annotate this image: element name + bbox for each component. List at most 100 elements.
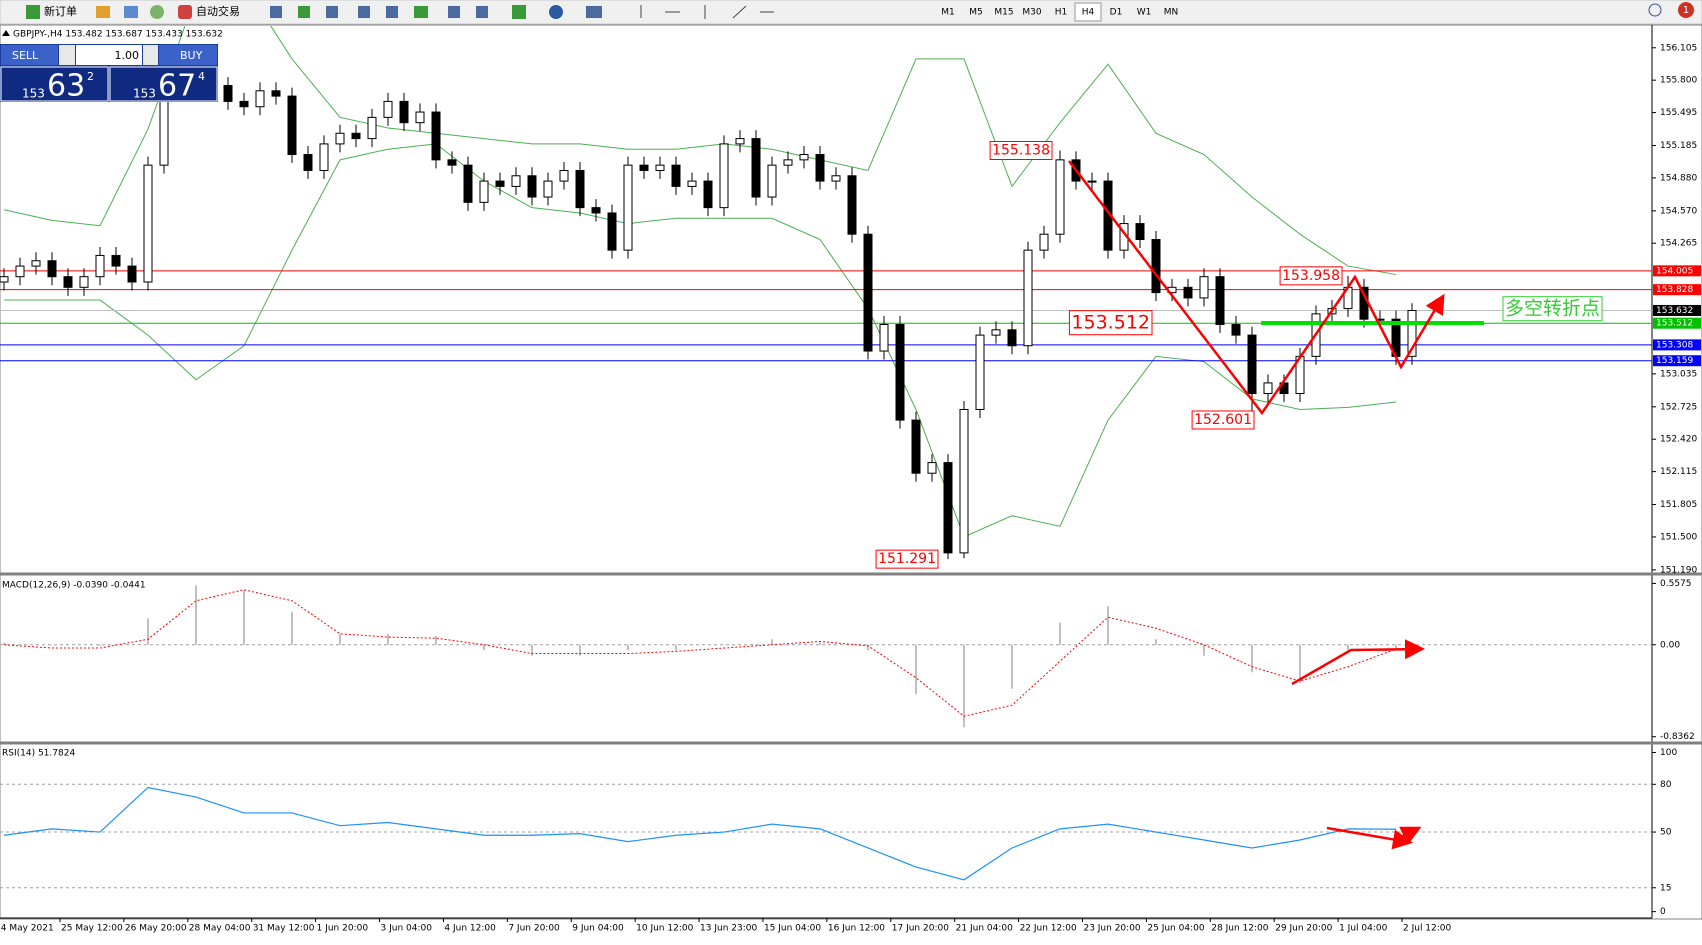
- sell-label[interactable]: SELL: [12, 49, 39, 62]
- candle-body: [1151, 239, 1161, 294]
- candle-body: [1007, 329, 1017, 347]
- candle-body: [431, 111, 441, 161]
- lots-stepper[interactable]: [143, 45, 158, 65]
- macd-bar: [3, 642, 5, 645]
- candle-body: [991, 329, 1001, 336]
- candle-body: [239, 100, 249, 108]
- timeframe[interactable]: M1: [941, 8, 955, 18]
- icon[interactable]: [549, 5, 563, 19]
- lots-value[interactable]: 1.00: [115, 49, 140, 62]
- candle-body: [271, 90, 281, 97]
- y-tick-label: 155.495: [1660, 108, 1697, 118]
- tools[interactable]: [640, 5, 774, 19]
- y-tick-label: 154.880: [1660, 173, 1697, 183]
- ask-box[interactable]: [109, 66, 218, 102]
- buy-button[interactable]: [159, 45, 217, 65]
- candle-body: [703, 180, 713, 209]
- price-annotation: 155.138: [992, 142, 1050, 158]
- timeframe[interactable]: H4: [1082, 8, 1095, 18]
- candle-body: [15, 265, 25, 278]
- timeframe[interactable]: W1: [1137, 8, 1152, 18]
- macd-bar: [531, 644, 533, 656]
- macd-bar: [99, 644, 101, 646]
- x-tick-label: 24 May 2021: [0, 924, 54, 934]
- x-tick-label: 1 Jun 20:00: [317, 924, 369, 934]
- y-tick-label: 50: [1660, 828, 1672, 838]
- notifications[interactable]: [1678, 2, 1694, 18]
- candle-body: [95, 254, 105, 278]
- level-label: 153.828: [1656, 285, 1693, 295]
- macd-bar: [627, 644, 629, 651]
- candle-body: [495, 180, 505, 187]
- candle-body: [1039, 233, 1049, 251]
- candle-body: [223, 84, 233, 102]
- lots-input[interactable]: [76, 45, 142, 65]
- y-tick-label: 151.500: [1660, 532, 1697, 542]
- macd-bar: [147, 618, 149, 645]
- icon[interactable]: [326, 6, 338, 18]
- macd-bar: [1155, 639, 1157, 645]
- icon[interactable]: [386, 6, 398, 18]
- candle-body: [415, 111, 425, 124]
- lots-dropdown[interactable]: [59, 45, 75, 65]
- candle-body: [543, 180, 553, 198]
- x-tick-label: 2 Jul 12:00: [1403, 924, 1452, 934]
- candle-body: [63, 276, 73, 288]
- auto-trading[interactable]: 自动交易: [196, 4, 240, 18]
- analysis-drawings: [1068, 160, 1484, 850]
- macd-arrow: [1291, 639, 1425, 686]
- timeframe[interactable]: MN: [1164, 8, 1179, 18]
- macd-bar: [1203, 644, 1205, 656]
- candle-body: [367, 116, 377, 140]
- macd-bar: [291, 611, 293, 645]
- candle-body: [1407, 309, 1417, 357]
- x-tick-label: 7 Jun 20:00: [508, 924, 560, 934]
- y-tick-label: 156.105: [1660, 43, 1697, 53]
- x-tick-label: 23 Jun 20:00: [1083, 924, 1140, 934]
- candle-body: [879, 323, 889, 352]
- macd-bar: [243, 589, 245, 645]
- candle-body: [831, 175, 841, 182]
- icon[interactable]: [270, 6, 282, 18]
- candle-body: [79, 276, 89, 288]
- annotation-box: [875, 549, 939, 569]
- x-tick-label: 9 Jun 04:00: [572, 924, 624, 934]
- timeframe[interactable]: D1: [1110, 8, 1123, 18]
- sell-button[interactable]: [1, 45, 58, 65]
- buy-label[interactable]: BUY: [180, 49, 203, 62]
- icon[interactable]: [586, 6, 602, 18]
- timeframe[interactable]: H1: [1055, 8, 1068, 18]
- x-tick-label: 4 Jun 12:00: [444, 924, 496, 934]
- collapse-icon[interactable]: [2, 30, 10, 36]
- icon[interactable]: [476, 6, 488, 18]
- y-tick-label: 151.805: [1660, 500, 1697, 510]
- bid-box[interactable]: [0, 66, 109, 102]
- icon[interactable]: [448, 6, 460, 18]
- icon[interactable]: [512, 5, 526, 19]
- notification-count: 1: [1683, 5, 1689, 16]
- candle-body: [911, 419, 921, 474]
- macd-bar: [339, 633, 341, 645]
- timeframe[interactable]: M30: [1022, 8, 1041, 18]
- candle-body: [927, 462, 937, 474]
- new-order[interactable]: 新订单: [44, 4, 77, 18]
- icon[interactable]: [96, 6, 110, 18]
- icon[interactable]: [26, 5, 40, 19]
- level-label: 153.632: [1656, 306, 1693, 316]
- x-tick-label: 16 Jun 12:00: [828, 924, 885, 934]
- pivot-note: 多空转折点: [1505, 298, 1600, 320]
- candle-body: [607, 212, 617, 251]
- icon[interactable]: [124, 6, 138, 18]
- icon[interactable]: [358, 6, 370, 18]
- chart-frame: [0, 24, 1702, 920]
- icon[interactable]: [150, 5, 164, 19]
- timeframe[interactable]: M15: [994, 8, 1013, 18]
- annotation-box: [989, 140, 1053, 160]
- icon[interactable]: [414, 6, 428, 18]
- x-tick-label: 28 May 04:00: [189, 924, 251, 934]
- y-tick-label: 80: [1660, 780, 1672, 790]
- timeframe[interactable]: M5: [969, 8, 983, 18]
- icon[interactable]: [298, 6, 310, 18]
- search[interactable]: [1648, 3, 1662, 17]
- icon[interactable]: [178, 5, 192, 19]
